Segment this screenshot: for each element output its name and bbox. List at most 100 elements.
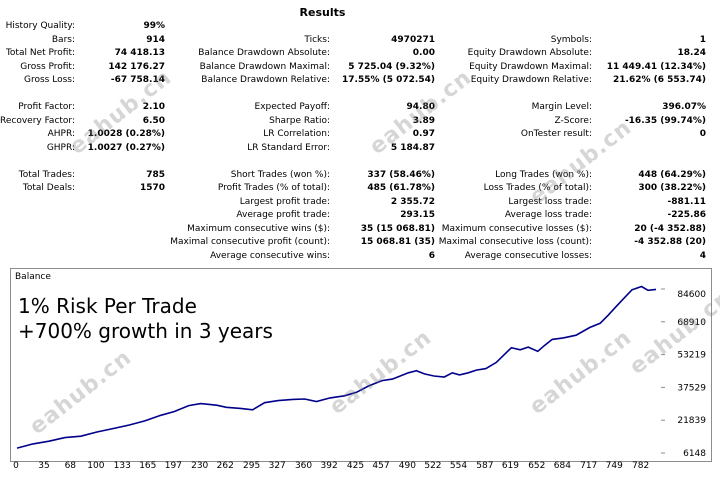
x-tick-label: 295 — [243, 461, 261, 471]
ticks-value: 4970271 — [391, 34, 435, 45]
loss-trades-label: Loss Trades (% of total): — [483, 183, 592, 193]
balance-chart: 84600 68910 53219 37529 21839 6148 — [16, 285, 706, 459]
avg-consec-wins-value: 6 — [428, 250, 435, 261]
long-trades-value: 448 (64.29%) — [638, 169, 706, 180]
balance-dd-max-label: Balance Drawdown Maximal: — [199, 61, 330, 72]
equity-dd-abs-label: Equity Drawdown Absolute: — [467, 48, 592, 58]
gross-loss-value: -67 758.14 — [110, 75, 165, 85]
history-quality-label: History Quality: — [5, 21, 75, 31]
short-trades-value: 337 (58.46%) — [367, 169, 435, 180]
ahpr-value: 1.0028 (0.28%) — [87, 129, 165, 139]
total-deals-label: Total Deals: — [22, 183, 75, 193]
lr-std-error-label: LR Standard Error: — [247, 142, 330, 153]
total-trades-label: Total Trades: — [18, 169, 75, 180]
short-trades-label: Short Trades (won %): — [230, 169, 330, 180]
x-tick-label: 360 — [294, 461, 313, 471]
history-quality-value: 99% — [143, 21, 165, 31]
x-tick-label: 749 — [605, 461, 623, 471]
y-tick-label: 68910 — [677, 318, 706, 328]
x-tick-label: 684 — [553, 461, 571, 471]
x-tick-label: 587 — [476, 461, 494, 471]
results-title: Results — [299, 6, 346, 19]
avg-consec-losses-label: Average consecutive losses: — [464, 250, 592, 261]
gross-profit-value: 142 176.27 — [108, 61, 165, 72]
balance-chart-panel: Balance 84600 68910 53219 37529 21839 6148 — [10, 268, 712, 462]
x-tick-label: 717 — [580, 461, 598, 471]
y-tick-label: 37529 — [677, 383, 706, 393]
y-tick-label: 6148 — [683, 449, 706, 459]
x-tick-label: 165 — [139, 461, 157, 471]
equity-dd-max-value: 11 449.41 (12.34%) — [606, 61, 706, 72]
lr-correlation-label: LR Correlation: — [263, 129, 330, 139]
average-profit-label: Average profit trade: — [236, 210, 330, 220]
equity-dd-max-label: Equity Drawdown Maximal: — [469, 61, 592, 72]
ontester-result-value: 0 — [699, 129, 706, 139]
x-tick-label: 652 — [528, 461, 546, 471]
sharpe-ratio-value: 3.89 — [412, 115, 435, 126]
ontester-result-label: OnTester result: — [520, 129, 592, 139]
z-score-label: Z-Score: — [554, 115, 593, 126]
total-net-profit-label: Total Net Profit: — [5, 48, 75, 58]
y-tick-label: 84600 — [677, 290, 706, 300]
lr-correlation-value: 0.97 — [412, 129, 435, 139]
gross-profit-label: Gross Profit: — [20, 61, 75, 72]
x-tick-label: 133 — [113, 461, 131, 471]
x-tick-label: 230 — [191, 461, 209, 471]
symbols-value: 1 — [699, 34, 706, 45]
overlay-growth-text: +700% growth in 3 years — [18, 319, 273, 343]
recovery-factor-label: Recovery Factor: — [0, 115, 75, 126]
lr-std-error-value: 5 184.87 — [390, 142, 435, 153]
total-trades-value: 785 — [146, 169, 165, 180]
equity-dd-rel-label: Equity Drawdown Relative: — [470, 75, 592, 85]
max-consec-wins-label: Maximum consecutive wins ($): — [187, 223, 330, 234]
x-tick-label: 522 — [424, 461, 442, 471]
x-tick-label: 619 — [501, 461, 520, 471]
loss-trades-value: 300 (38.22%) — [638, 183, 706, 193]
total-net-profit-value: 74 418.13 — [114, 48, 165, 58]
y-tick-label: 21839 — [677, 416, 706, 426]
x-tick-label: 0 — [13, 461, 19, 471]
expected-payoff-label: Expected Payoff: — [254, 102, 330, 112]
average-loss-label: Average loss trade: — [504, 210, 592, 220]
x-tick-label: 554 — [449, 461, 468, 471]
maximal-consec-loss-value: -4 352.88 (20) — [634, 237, 706, 247]
max-consec-losses-label: Maximum consecutive losses ($): — [441, 223, 592, 234]
x-tick-label: 782 — [632, 461, 650, 471]
maximal-consec-profit-label: Maximal consecutive profit (count): — [170, 237, 330, 247]
bars-label: Bars: — [51, 34, 75, 45]
overlay-risk-text: 1% Risk Per Trade — [18, 294, 197, 318]
long-trades-label: Long Trades (won %): — [495, 169, 592, 180]
average-profit-value: 293.15 — [400, 210, 435, 220]
x-tick-label: 100 — [87, 461, 105, 471]
equity-dd-rel-value: 21.62% (6 553.74) — [613, 75, 706, 85]
x-tick-label: 262 — [216, 461, 234, 471]
margin-level-label: Margin Level: — [531, 102, 592, 112]
ahpr-label: AHPR: — [47, 129, 75, 139]
x-tick-label: 197 — [164, 461, 182, 471]
max-consec-wins-value: 35 (15 068.81) — [360, 223, 435, 234]
margin-level-value: 396.07% — [662, 102, 706, 112]
profit-trades-label: Profit Trades (% of total): — [217, 183, 330, 193]
symbols-label: Symbols: — [550, 34, 592, 45]
balance-dd-abs-value: 0.00 — [412, 48, 435, 58]
x-tick-label: 68 — [64, 461, 77, 471]
profit-trades-value: 485 (61.78%) — [367, 183, 435, 193]
balance-series-line — [16, 285, 657, 449]
chart-panel-label: Balance — [15, 272, 51, 282]
largest-loss-value: -881.11 — [667, 196, 706, 207]
avg-consec-wins-label: Average consecutive wins: — [210, 250, 330, 261]
ghpr-label: GHPR: — [46, 142, 75, 153]
gross-loss-label: Gross Loss: — [24, 75, 75, 85]
average-loss-value: -225.86 — [667, 210, 706, 220]
x-tick-label: 457 — [372, 461, 390, 471]
x-tick-label: 490 — [398, 461, 416, 471]
balance-dd-rel-label: Balance Drawdown Relative: — [201, 75, 330, 85]
recovery-factor-value: 6.50 — [142, 115, 165, 126]
y-tick-label: 53219 — [677, 351, 706, 361]
max-consec-losses-value: 20 (-4 352.88) — [634, 223, 706, 234]
balance-dd-rel-value: 17.55% (5 072.54) — [342, 75, 435, 85]
expected-payoff-value: 94.80 — [406, 102, 435, 112]
x-tick-label: 392 — [320, 461, 338, 471]
sharpe-ratio-label: Sharpe Ratio: — [269, 115, 330, 126]
largest-profit-value: 2 355.72 — [390, 196, 435, 207]
